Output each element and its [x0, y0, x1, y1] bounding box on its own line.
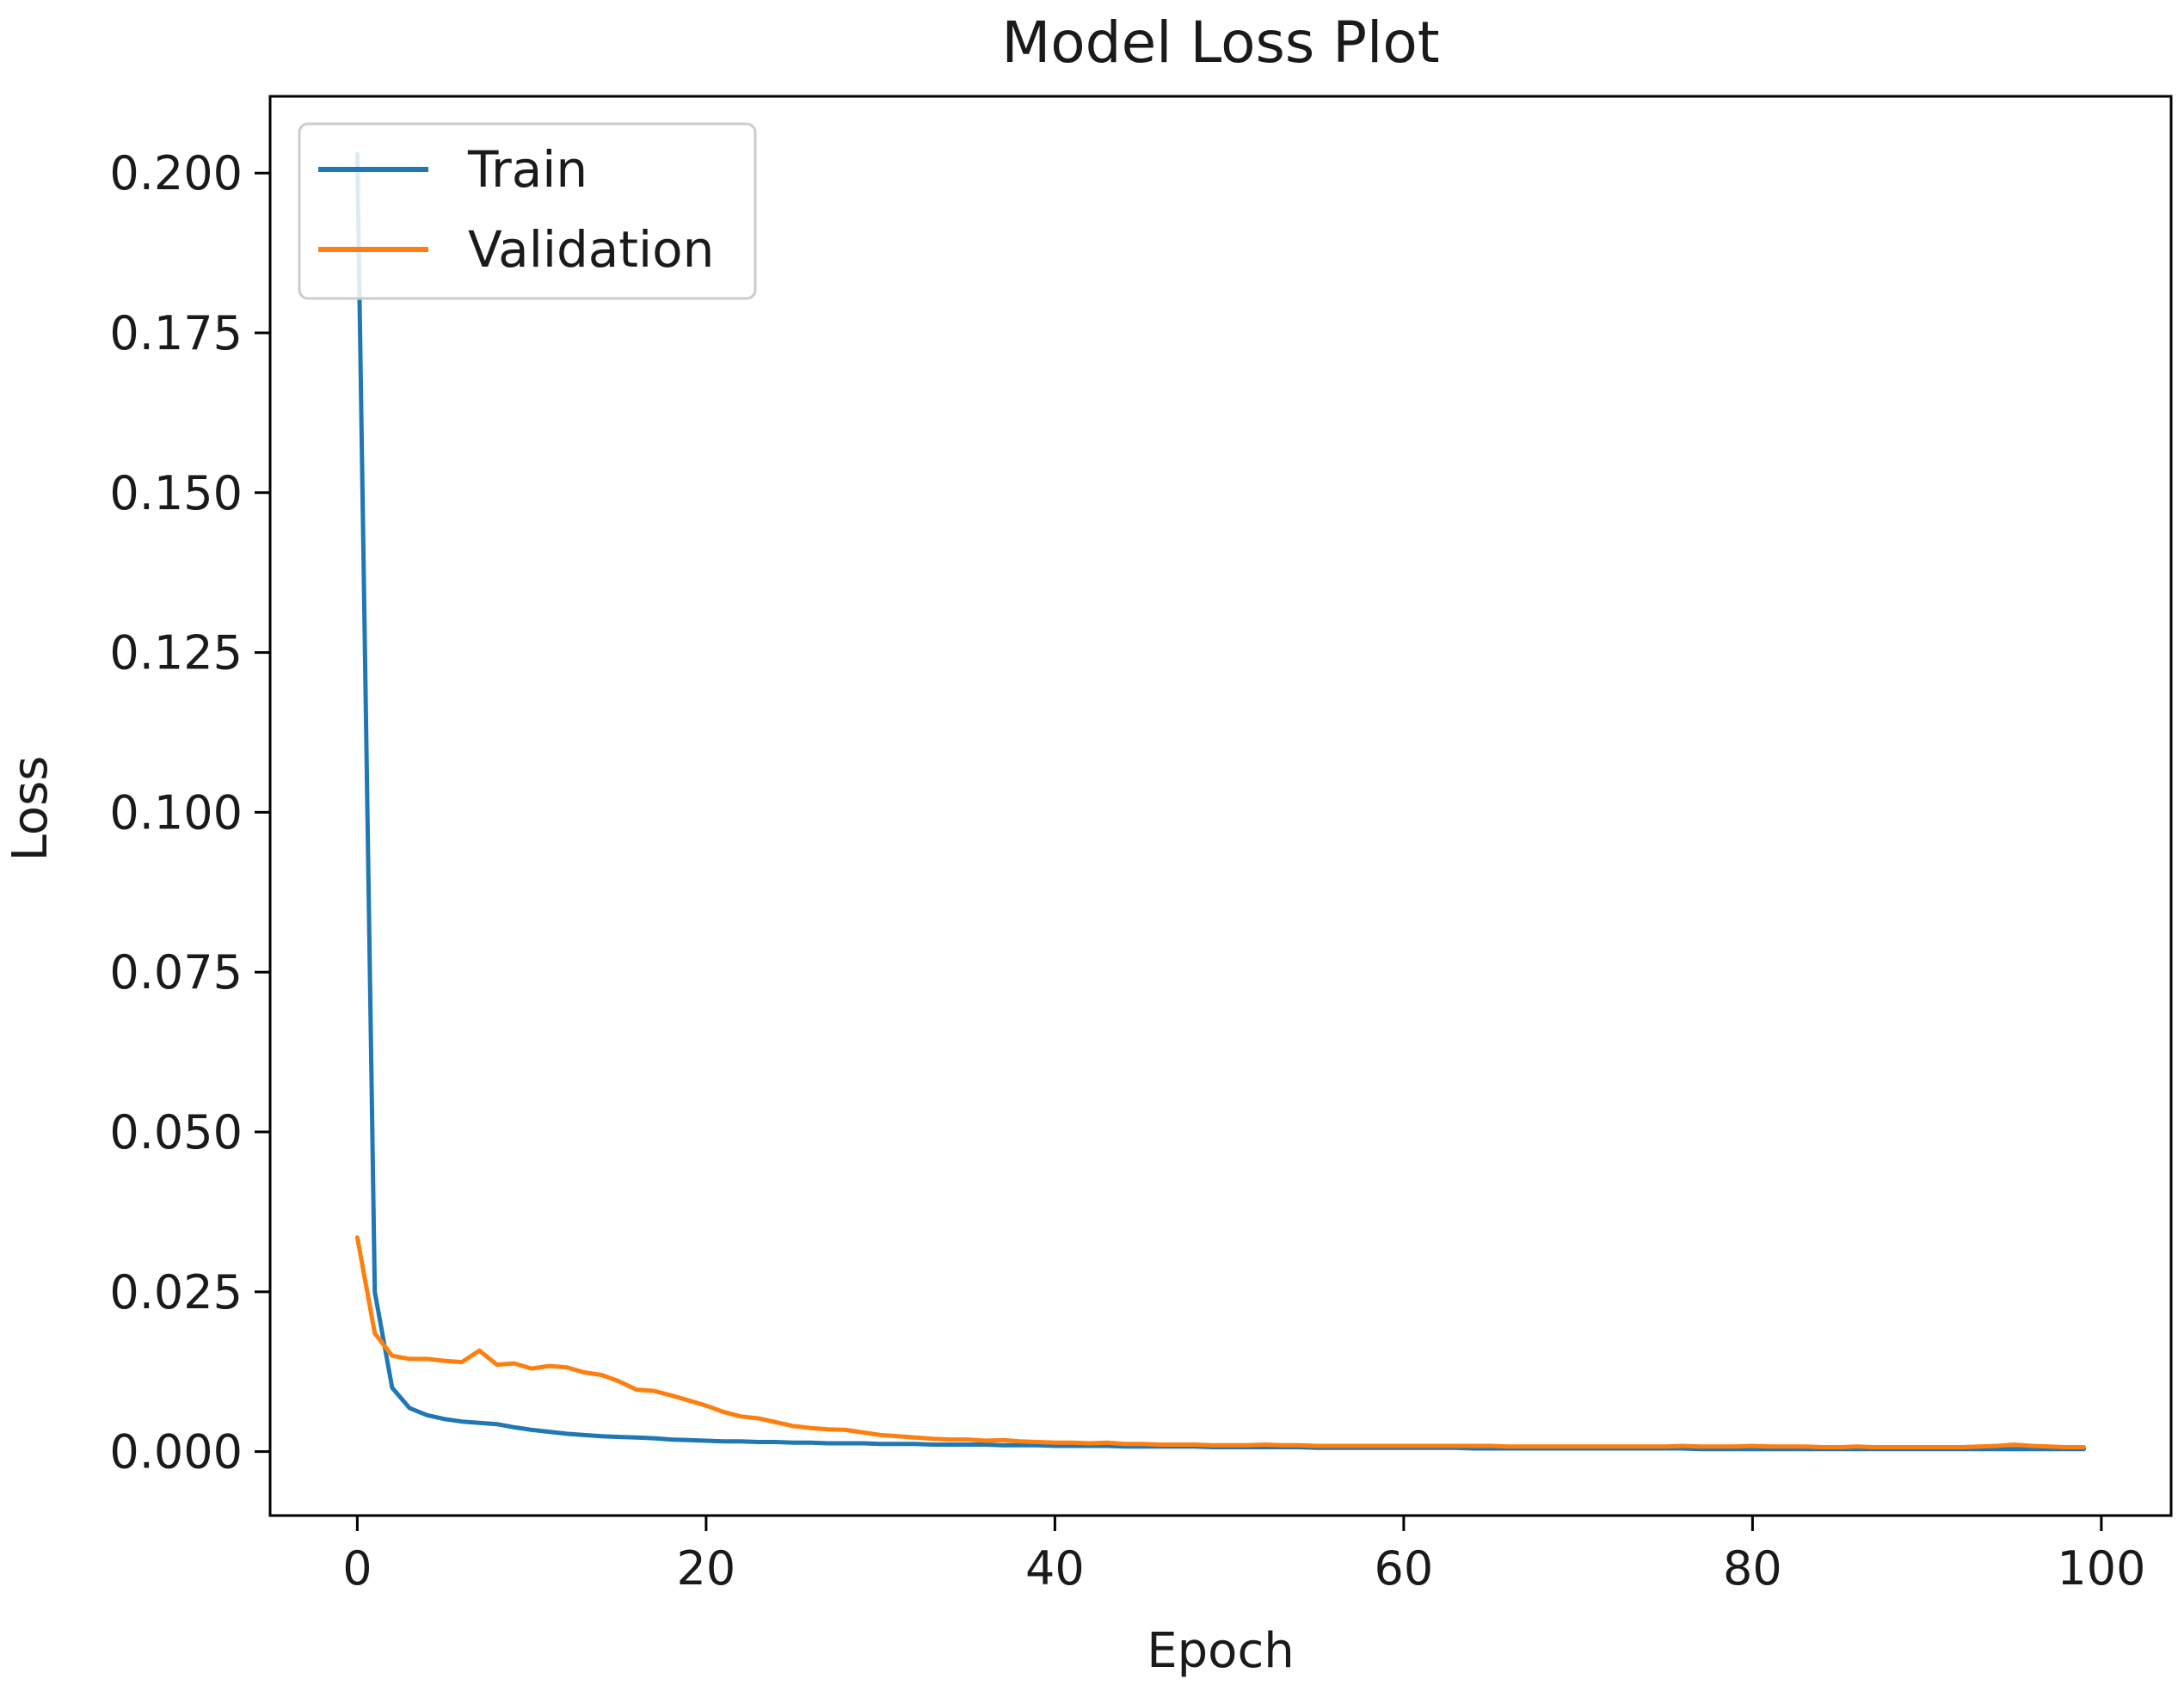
- x-axis-label: Epoch: [1147, 1623, 1294, 1679]
- plot-frame: [268, 95, 2173, 1517]
- y-tick-label: 0.200: [109, 146, 243, 200]
- plot-area: [270, 96, 2171, 1516]
- x-tick-label: 40: [1025, 1541, 1085, 1596]
- y-tick-label: 0.025: [109, 1265, 243, 1319]
- chart-title: Model Loss Plot: [1001, 9, 1439, 76]
- legend-label-train: Train: [467, 140, 588, 199]
- series-lines: [354, 151, 2087, 1452]
- y-tick-label: 0.075: [109, 945, 243, 999]
- y-tick-label: 0.125: [109, 626, 243, 680]
- y-tick-label: 0.100: [109, 785, 243, 839]
- x-tick-label: 20: [677, 1541, 736, 1596]
- x-axis-ticks: 0 20 40 60 80 100: [342, 1516, 2145, 1596]
- y-tick-label: 0.050: [109, 1105, 243, 1159]
- x-tick-label: 0: [342, 1541, 372, 1596]
- x-tick-label: 60: [1375, 1541, 1434, 1596]
- y-tick-label: 0.150: [109, 466, 243, 520]
- x-tick-label: 100: [2057, 1541, 2145, 1596]
- y-tick-label: 0.000: [109, 1425, 243, 1479]
- y-axis-ticks: 0.000 0.025 0.050 0.075 0.100 0.125 0.150 0.175…: [109, 146, 270, 1479]
- legend-label-validation: Validation: [468, 220, 714, 279]
- x-tick-label: 80: [1723, 1541, 1782, 1596]
- series-line-validation: [354, 1235, 2087, 1449]
- y-tick-label: 0.175: [109, 306, 243, 360]
- y-axis-label: Loss: [3, 756, 58, 862]
- legend: Train Validation: [298, 122, 757, 300]
